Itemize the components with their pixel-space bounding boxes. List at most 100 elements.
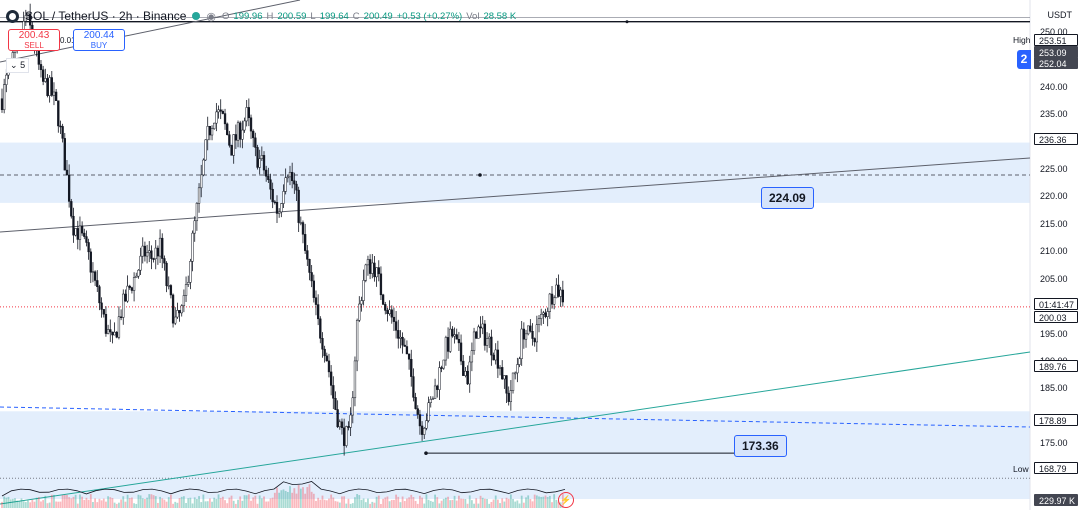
volume-bar [522,502,525,508]
candle-body [288,171,292,178]
spread-value: 0.01 [60,36,76,45]
volume-bar [284,490,287,508]
volume-bar [373,502,376,508]
volume-bar [438,503,441,508]
candle-body [128,285,131,288]
candle-body [457,338,461,344]
candle-body [503,375,506,380]
candle-body [358,303,361,321]
volume-bar [165,501,168,508]
candle-body [59,125,62,128]
chevron-down-icon: ⌄ [10,60,18,70]
volume-bar [141,498,144,508]
candle-body [182,295,186,306]
volume-bar [278,492,281,508]
volume-bar [3,496,6,508]
candle-body [137,269,140,277]
trend-line [0,0,301,63]
collapse-indicators-button[interactable]: ⌄ 5 [6,58,30,73]
candle-body [115,331,118,338]
volume-bar [37,497,40,508]
candle-body [63,138,66,171]
candle-body [423,427,426,435]
axis-tick-label: 185.00 [1040,383,1068,394]
level-callout-right[interactable]: 2 [1017,50,1031,69]
volume-bar [72,496,75,508]
candle-body [516,364,519,374]
buy-button[interactable]: 200.44 BUY [73,29,125,51]
candle-body [297,189,300,223]
trend-line [0,157,1031,233]
volume-bar [33,501,36,508]
lightning-icon[interactable]: ⚡ [558,492,574,508]
candle-body [262,155,266,171]
volume-bar [180,496,183,508]
volume-bar [369,503,372,508]
eye-icon[interactable]: ◉ [206,10,217,23]
volume-bar [557,501,560,508]
candle-body [165,262,168,286]
sell-button[interactable]: 200.43 SELL [8,29,60,51]
trend-line [0,406,1031,428]
open-label: O [222,10,230,22]
volume-bar [367,498,369,508]
candle-body [438,367,441,390]
candle-body [74,228,77,236]
volume-bar [213,497,216,508]
candle-body [399,336,402,339]
volume-bar [11,498,14,508]
candle-body [117,316,121,338]
vol-label: Vol [466,10,480,22]
currency-selector[interactable]: USDT [1047,10,1073,20]
symbol-title[interactable]: SOL / TetherUS · 2h · Binance [25,9,187,23]
volume-bar [460,498,462,508]
candle-body [130,287,134,291]
candle-body [122,293,125,318]
volume-bar [419,495,421,508]
last-price-tag: 200.03 [1034,311,1078,323]
candle-body [319,318,322,339]
candle-body [243,120,246,131]
volume-bar [295,493,298,508]
candle-body [401,336,404,346]
candle-body [293,180,296,185]
candle-body [184,284,188,296]
level-callout-bottom[interactable]: 173.36 [734,435,787,457]
candle-body [87,242,90,253]
volume-bar [267,501,270,508]
candle-body [145,252,149,257]
candle-body [178,310,181,314]
volume-bar [150,494,153,508]
volume-bar [321,495,324,508]
volume-bar [535,495,538,508]
axis-tick-label: 250.00 [1040,26,1068,37]
candle-body [93,271,97,281]
volume-bar [425,494,428,508]
volume-bar [185,502,187,508]
axis-tick-label: 175.00 [1040,438,1068,449]
volume-bar [481,497,484,508]
volume-bar [247,494,250,508]
volume-bar [53,494,55,508]
volume-bar [421,497,423,508]
volume-bar [451,499,454,508]
volume-bar [483,498,486,508]
volume-bar [315,500,317,508]
candle-body [368,259,372,274]
candle-body [206,126,209,141]
candle-body [342,427,346,446]
volume-bar [297,485,300,508]
volume-bar [271,497,274,508]
volume-bar [85,497,88,508]
candle-body [522,328,526,340]
candle-body [449,328,452,352]
volume-bar [436,497,439,508]
volume-bar [50,494,53,508]
candle-body [52,91,56,96]
open-value: 199.96 [233,10,263,22]
volume-bar [258,495,261,508]
trend-line [0,351,1031,505]
level-callout-top[interactable]: 224.09 [761,187,814,209]
volume-bar [332,497,335,508]
